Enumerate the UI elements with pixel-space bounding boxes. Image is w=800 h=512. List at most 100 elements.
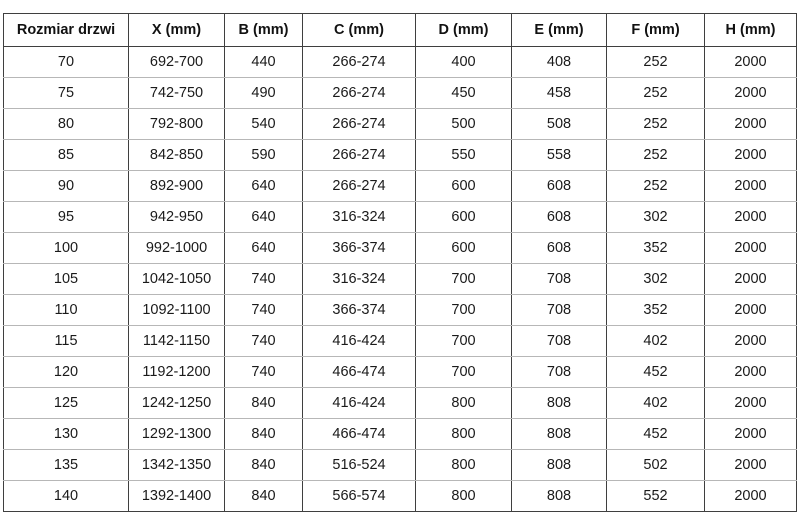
cell-c: 266-274	[302, 77, 416, 109]
cell-d: 800	[415, 480, 512, 512]
cell-rozmiar: 75	[3, 77, 129, 109]
cell-x: 992-1000	[128, 232, 225, 264]
cell-f: 502	[606, 449, 705, 481]
cell-d: 600	[415, 170, 512, 202]
cell-b: 740	[224, 325, 303, 357]
table-row: 85 842-850 590 266-274 550 558 252 2000	[3, 139, 797, 171]
cell-c: 466-474	[302, 418, 416, 450]
table-body: 70 692-700 440 266-274 400 408 252 2000 75 742-75…	[3, 46, 797, 512]
cell-c: 266-274	[302, 170, 416, 202]
cell-f: 402	[606, 387, 705, 419]
cell-b: 490	[224, 77, 303, 109]
column-header-rozmiar-drzwi: Rozmiar drzwi	[3, 13, 129, 47]
column-header-d: D (mm)	[415, 13, 512, 47]
table-row: 70 692-700 440 266-274 400 408 252 2000	[3, 46, 797, 78]
column-header-x: X (mm)	[128, 13, 225, 47]
cell-f: 352	[606, 294, 705, 326]
cell-e: 508	[511, 108, 607, 140]
cell-f: 452	[606, 418, 705, 450]
cell-f: 352	[606, 232, 705, 264]
cell-d: 800	[415, 449, 512, 481]
cell-rozmiar: 80	[3, 108, 129, 140]
cell-b: 740	[224, 263, 303, 295]
cell-e: 808	[511, 480, 607, 512]
cell-e: 708	[511, 356, 607, 388]
cell-b: 840	[224, 418, 303, 450]
cell-b: 640	[224, 201, 303, 233]
cell-d: 800	[415, 387, 512, 419]
cell-c: 416-424	[302, 387, 416, 419]
cell-h: 2000	[704, 325, 797, 357]
cell-rozmiar: 100	[3, 232, 129, 264]
column-header-e: E (mm)	[511, 13, 607, 47]
cell-e: 408	[511, 46, 607, 78]
cell-x: 692-700	[128, 46, 225, 78]
table-header: Rozmiar drzwi X (mm) B (mm) C (mm) D (mm…	[3, 13, 797, 47]
cell-rozmiar: 95	[3, 201, 129, 233]
cell-h: 2000	[704, 77, 797, 109]
cell-d: 700	[415, 356, 512, 388]
table-row: 80 792-800 540 266-274 500 508 252 2000	[3, 108, 797, 140]
cell-rozmiar: 85	[3, 139, 129, 171]
cell-rozmiar: 140	[3, 480, 129, 512]
cell-c: 566-574	[302, 480, 416, 512]
cell-rozmiar: 120	[3, 356, 129, 388]
cell-h: 2000	[704, 356, 797, 388]
cell-d: 550	[415, 139, 512, 171]
cell-f: 402	[606, 325, 705, 357]
cell-b: 590	[224, 139, 303, 171]
cell-x: 1292-1300	[128, 418, 225, 450]
table-row: 95 942-950 640 316-324 600 608 302 2000	[3, 201, 797, 233]
cell-b: 640	[224, 170, 303, 202]
table-container: Rozmiar drzwi X (mm) B (mm) C (mm) D (mm…	[3, 13, 797, 512]
cell-d: 500	[415, 108, 512, 140]
cell-c: 316-324	[302, 263, 416, 295]
cell-e: 808	[511, 449, 607, 481]
cell-x: 1142-1150	[128, 325, 225, 357]
cell-rozmiar: 135	[3, 449, 129, 481]
cell-f: 552	[606, 480, 705, 512]
table-row: 75 742-750 490 266-274 450 458 252 2000	[3, 77, 797, 109]
cell-f: 252	[606, 139, 705, 171]
cell-e: 708	[511, 294, 607, 326]
cell-rozmiar: 105	[3, 263, 129, 295]
cell-e: 808	[511, 387, 607, 419]
cell-f: 452	[606, 356, 705, 388]
table-row: 110 1092-1100 740 366-374 700 708 352 2000	[3, 294, 797, 326]
cell-f: 252	[606, 46, 705, 78]
cell-x: 942-950	[128, 201, 225, 233]
cell-x: 742-750	[128, 77, 225, 109]
column-header-b: B (mm)	[224, 13, 303, 47]
cell-x: 1042-1050	[128, 263, 225, 295]
column-header-c: C (mm)	[302, 13, 416, 47]
cell-f: 252	[606, 108, 705, 140]
cell-c: 466-474	[302, 356, 416, 388]
cell-x: 1242-1250	[128, 387, 225, 419]
cell-h: 2000	[704, 201, 797, 233]
cell-h: 2000	[704, 418, 797, 450]
cell-x: 1392-1400	[128, 480, 225, 512]
cell-c: 316-324	[302, 201, 416, 233]
cell-c: 416-424	[302, 325, 416, 357]
cell-b: 540	[224, 108, 303, 140]
cell-h: 2000	[704, 480, 797, 512]
cell-x: 1192-1200	[128, 356, 225, 388]
cell-d: 600	[415, 201, 512, 233]
cell-b: 840	[224, 480, 303, 512]
table-row: 140 1392-1400 840 566-574 800 808 552 2000	[3, 480, 797, 512]
cell-b: 840	[224, 387, 303, 419]
table-row: 120 1192-1200 740 466-474 700 708 452 2000	[3, 356, 797, 388]
cell-d: 700	[415, 325, 512, 357]
cell-x: 1342-1350	[128, 449, 225, 481]
cell-rozmiar: 125	[3, 387, 129, 419]
table-row: 130 1292-1300 840 466-474 800 808 452 2000	[3, 418, 797, 450]
cell-x: 892-900	[128, 170, 225, 202]
cell-e: 708	[511, 263, 607, 295]
cell-h: 2000	[704, 232, 797, 264]
cell-f: 252	[606, 77, 705, 109]
cell-c: 516-524	[302, 449, 416, 481]
cell-h: 2000	[704, 449, 797, 481]
column-header-h: H (mm)	[704, 13, 797, 47]
table-row: 135 1342-1350 840 516-524 800 808 502 2000	[3, 449, 797, 481]
cell-e: 558	[511, 139, 607, 171]
